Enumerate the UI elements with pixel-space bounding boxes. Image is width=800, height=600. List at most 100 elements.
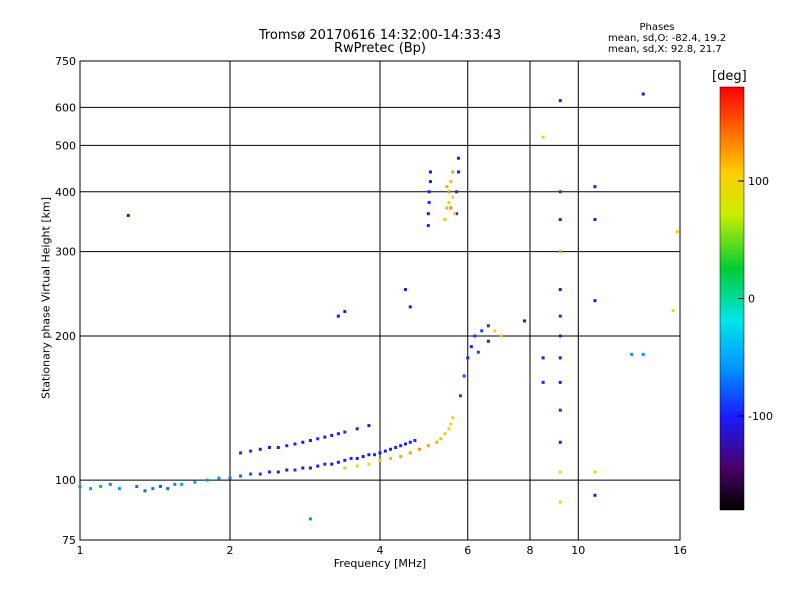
data-point: [426, 444, 430, 448]
data-point: [158, 484, 162, 488]
data-point: [541, 356, 545, 360]
data-point: [355, 464, 359, 468]
data-point: [285, 468, 289, 472]
data-point: [308, 517, 312, 521]
data-point: [558, 440, 562, 444]
data-point: [394, 445, 398, 449]
data-point: [367, 453, 371, 457]
data-point: [455, 212, 459, 216]
data-point: [323, 435, 327, 439]
y-tick-label: 75: [62, 534, 76, 547]
data-point: [443, 218, 447, 222]
data-point: [558, 314, 562, 318]
data-point: [458, 394, 462, 398]
y-tick-label: 500: [55, 139, 76, 152]
data-point: [466, 356, 470, 360]
data-point: [126, 213, 130, 217]
data-point: [469, 345, 473, 349]
data-point: [239, 474, 243, 478]
data-point: [675, 230, 679, 234]
data-point: [276, 445, 280, 449]
y-tick-label: 750: [55, 55, 76, 68]
y-tick-label: 200: [55, 330, 76, 343]
data-point: [447, 200, 451, 204]
data-point: [336, 432, 340, 436]
data-point: [476, 350, 480, 354]
data-point: [558, 380, 562, 384]
data-point: [558, 334, 562, 338]
y-tick-label: 300: [55, 246, 76, 259]
data-point: [323, 462, 327, 466]
data-point: [355, 427, 359, 431]
data-point: [308, 466, 312, 470]
data-point: [336, 460, 340, 464]
data-point: [399, 455, 403, 459]
x-tick-label: 8: [527, 544, 534, 557]
y-tick-label: 400: [55, 186, 76, 199]
data-point: [558, 218, 562, 222]
data-point: [403, 288, 407, 292]
data-point: [435, 440, 439, 444]
data-point: [228, 476, 232, 480]
y-tick-label: 100: [55, 474, 76, 487]
data-point: [301, 440, 305, 444]
data-point: [378, 458, 382, 462]
data-point: [249, 472, 253, 476]
data-point: [451, 416, 455, 420]
x-tick-label: 4: [377, 544, 384, 557]
data-point: [180, 482, 184, 486]
data-point: [135, 484, 139, 488]
data-point: [558, 408, 562, 412]
data-point: [267, 470, 271, 474]
data-point: [417, 447, 421, 451]
data-point: [258, 447, 262, 451]
data-point: [457, 156, 461, 160]
data-point: [558, 250, 562, 254]
data-point: [408, 440, 412, 444]
colorbar-unit-label: [deg]: [712, 69, 747, 84]
data-point: [108, 482, 112, 486]
data-point: [486, 339, 490, 343]
data-point: [593, 470, 597, 474]
data-point: [671, 309, 675, 313]
y-axis-label: Stationary phase Virtual Height [km]: [39, 196, 53, 400]
data-point: [558, 500, 562, 504]
gridlines: [80, 61, 680, 540]
data-point: [641, 92, 645, 96]
data-point: [593, 299, 597, 303]
data-point: [343, 430, 347, 434]
data-point: [558, 356, 562, 360]
data-point: [349, 456, 353, 460]
data-point: [558, 99, 562, 103]
data-point: [301, 466, 305, 470]
data-point: [449, 206, 453, 210]
data-point: [493, 329, 497, 333]
data-point: [455, 190, 459, 194]
colorbar-tick-labels: 100 0 -100: [738, 175, 773, 423]
data-point: [78, 484, 82, 488]
data-point: [367, 424, 371, 428]
data-point: [499, 334, 503, 338]
data-point: [428, 170, 432, 174]
data-point: [336, 314, 340, 318]
y-tick-labels: 75 100 200 300 400 500 600 750: [55, 55, 76, 547]
data-point: [541, 380, 545, 384]
data-point: [330, 462, 334, 466]
data-point: [462, 374, 466, 378]
data-point: [443, 432, 447, 436]
data-point: [399, 444, 403, 448]
data-point: [453, 212, 457, 216]
data-point: [239, 451, 243, 455]
data-point: [308, 439, 312, 443]
data-point: [267, 445, 271, 449]
data-point: [276, 470, 280, 474]
x-tick-labels: 1 2 4 6 8 10 16: [77, 544, 688, 557]
x-tick-label: 1: [77, 544, 84, 557]
chart-title: Tromsø 20170616 14:32:00-14:33:43: [258, 28, 502, 43]
data-point: [285, 444, 289, 448]
data-points: [78, 92, 679, 521]
data-point: [449, 422, 453, 426]
data-point: [173, 482, 177, 486]
data-point: [258, 472, 262, 476]
data-point: [523, 319, 527, 323]
